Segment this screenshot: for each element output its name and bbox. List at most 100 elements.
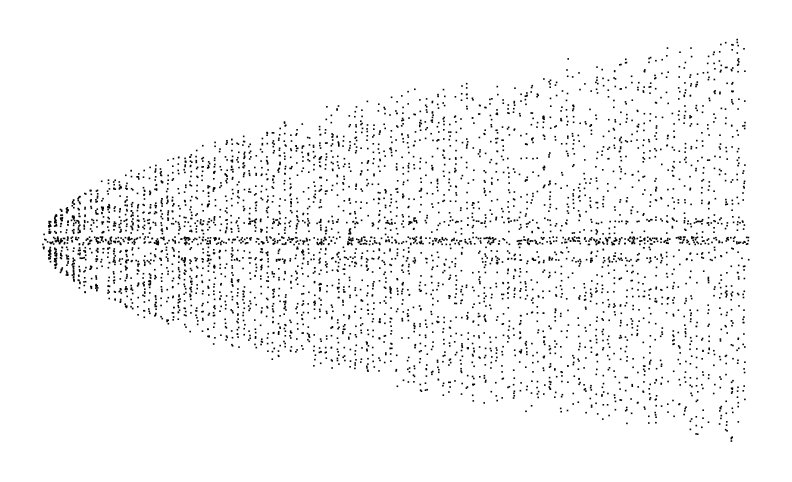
scatter-point (242, 205, 245, 208)
scatter-point (542, 231, 544, 234)
scatter-point (342, 135, 345, 138)
scatter-point (549, 274, 551, 277)
scatter-point (448, 364, 450, 366)
scatter-point (390, 136, 392, 138)
scatter-point (190, 184, 193, 187)
scatter-point (373, 198, 375, 201)
scatter-point (366, 128, 368, 130)
scatter-point (413, 164, 415, 166)
scatter-point (171, 312, 174, 314)
scatter-point (331, 184, 334, 187)
scatter-point (437, 378, 440, 381)
scatter-point (178, 225, 181, 228)
scatter-point (49, 231, 52, 233)
scatter-point (536, 380, 539, 383)
scatter-point (490, 361, 493, 364)
scatter-point (431, 164, 433, 167)
scatter-point (613, 394, 616, 396)
scatter-point (471, 216, 474, 218)
scatter-point (565, 142, 568, 145)
scatter-point (431, 112, 434, 114)
scatter-point (125, 290, 128, 293)
scatter-point (260, 218, 262, 221)
scatter-point (695, 416, 698, 418)
scatter-point (190, 294, 192, 297)
scatter-point (402, 226, 405, 228)
scatter-point (566, 219, 568, 222)
scatter-point (113, 279, 116, 281)
scatter-point (713, 353, 716, 356)
scatter-point (202, 267, 204, 270)
scatter-point (231, 336, 234, 339)
scatter-point (637, 289, 639, 291)
scatter-point (473, 350, 475, 353)
scatter-point (308, 336, 311, 338)
scatter-point (243, 155, 246, 157)
scatter-point (148, 286, 151, 289)
scatter-point (731, 49, 733, 51)
scatter-point (624, 304, 627, 307)
scatter-point (107, 247, 109, 250)
scatter-point (342, 325, 345, 328)
scatter-point (195, 155, 197, 158)
scatter-point (614, 313, 616, 316)
scatter-point (338, 286, 340, 289)
scatter-point (719, 376, 721, 378)
scatter-point (432, 297, 434, 300)
scatter-point (677, 199, 680, 201)
scatter-point (296, 306, 298, 308)
scatter-point (196, 323, 199, 326)
scatter-point (614, 252, 617, 254)
scatter-point (625, 222, 627, 225)
scatter-point (466, 374, 469, 377)
scatter-point (401, 288, 404, 290)
scatter-point (48, 254, 50, 257)
scatter-point (713, 51, 715, 53)
scatter-point (655, 177, 657, 180)
scatter-point (72, 260, 74, 263)
scatter-point (649, 345, 651, 348)
scatter-point (701, 145, 704, 147)
scatter-point (391, 258, 393, 260)
scatter-point (737, 278, 740, 280)
scatter-point (342, 140, 345, 142)
scatter-point (155, 211, 158, 214)
scatter-point (172, 165, 174, 167)
scatter-point (330, 114, 333, 117)
scatter-point (731, 387, 734, 389)
scatter-point (325, 118, 328, 121)
scatter-point (689, 187, 692, 190)
scatter-point (689, 125, 692, 127)
scatter-point (360, 147, 362, 149)
scatter-point (718, 173, 721, 176)
scatter-point (324, 230, 327, 232)
scatter-point (219, 250, 221, 252)
scatter-point (320, 340, 322, 342)
scatter-point (166, 320, 168, 323)
scatter-point (502, 158, 505, 161)
scatter-point (373, 281, 375, 283)
scatter-point (542, 356, 545, 358)
scatter-point (742, 390, 745, 392)
scatter-point (390, 307, 392, 309)
scatter-point (648, 393, 651, 395)
scatter-point (66, 272, 69, 274)
scatter-point (118, 216, 121, 218)
scatter-point (344, 163, 346, 165)
scatter-point (425, 161, 427, 164)
scatter-point (342, 331, 344, 333)
scatter-point (342, 328, 345, 331)
scatter-point (732, 357, 734, 360)
scatter-point (655, 186, 658, 189)
scatter-point (466, 105, 468, 108)
scatter-point (89, 247, 91, 250)
scatter-point (407, 309, 409, 311)
scatter-point (478, 207, 480, 210)
scatter-point (526, 226, 528, 228)
scatter-point (489, 161, 491, 164)
scatter-point (60, 253, 62, 256)
scatter-point (713, 78, 716, 81)
scatter-point (373, 240, 376, 242)
scatter-point (226, 223, 228, 225)
scatter-point (379, 192, 381, 194)
